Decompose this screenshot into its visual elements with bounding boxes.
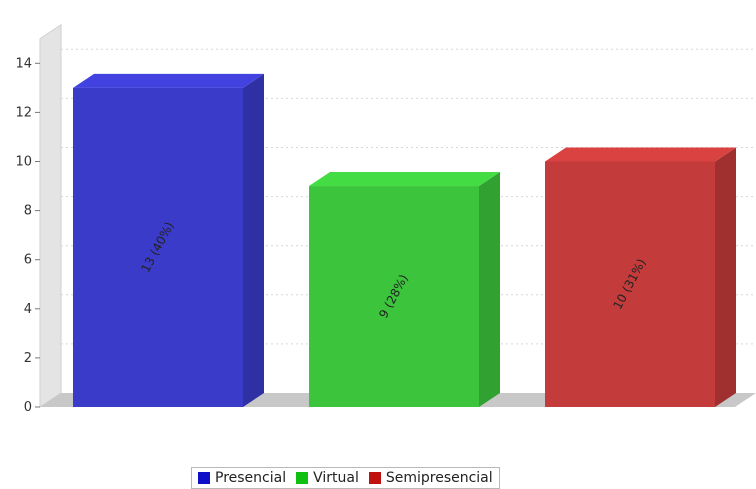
legend-item-semipresencial: Semipresencial: [368, 470, 493, 486]
chart-legend: Presencial Virtual Semipresencial: [191, 467, 500, 489]
bar-side-presencial: [243, 73, 264, 407]
bar-front-semipresencial: [545, 161, 715, 407]
bar-top-semipresencial: [545, 147, 736, 162]
bar-front-virtual: [309, 186, 479, 407]
legend-swatch-semipresencial: [368, 472, 381, 484]
y-tick-label: 2: [24, 351, 32, 366]
legend-swatch-virtual: [296, 472, 309, 484]
legend-item-presencial: Presencial: [198, 470, 286, 486]
y-tick-label: 10: [15, 155, 32, 170]
y-tick-label: 0: [24, 400, 32, 415]
bar-top-presencial: [73, 73, 264, 88]
legend-item-virtual: Virtual: [296, 470, 359, 486]
plot-side-wall: [39, 23, 62, 408]
y-tick-label: 8: [24, 204, 32, 219]
legend-label-presencial: Presencial: [215, 470, 287, 486]
legend-label-virtual: Virtual: [313, 470, 359, 486]
bar-semipresencial: [545, 147, 736, 407]
bar-top-virtual: [309, 172, 500, 187]
bar-side-semipresencial: [715, 147, 736, 407]
bar-virtual: [309, 172, 500, 407]
bar-presencial: [73, 73, 264, 407]
legend-label-semipresencial: Semipresencial: [385, 470, 493, 486]
y-tick-label: 4: [24, 302, 32, 317]
y-tick-label: 6: [24, 253, 32, 268]
legend-swatch-presencial: [198, 472, 210, 484]
y-tick-label: 14: [15, 56, 32, 71]
y-tick-label: 12: [15, 105, 32, 120]
bar-front-presencial: [73, 87, 243, 407]
bar-side-virtual: [479, 172, 500, 407]
